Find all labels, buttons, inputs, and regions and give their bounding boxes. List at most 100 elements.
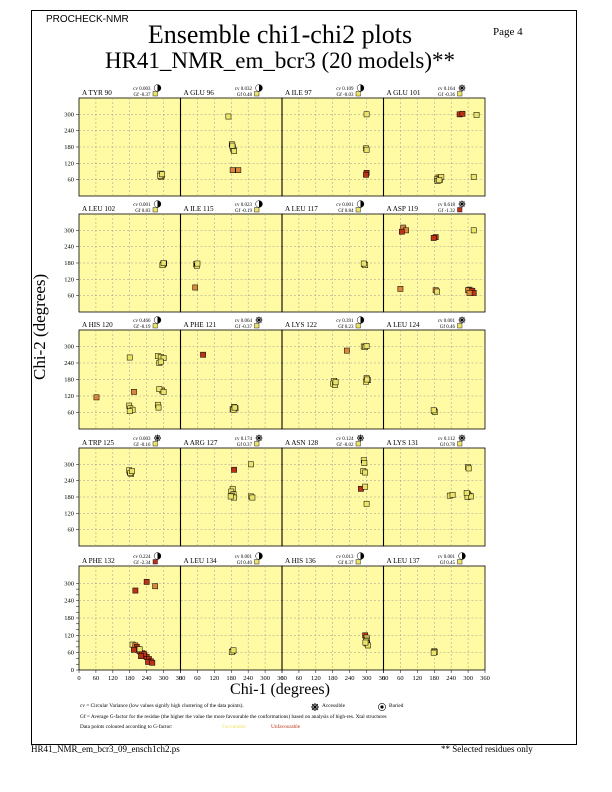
data-point <box>473 112 480 118</box>
circular-variance: cv 0.164 <box>438 87 456 92</box>
x-tick-label: 180 <box>328 675 338 682</box>
residue-label: A ASP 119 <box>387 205 419 213</box>
data-point <box>129 468 135 474</box>
y-tick-label: 300 <box>64 580 74 587</box>
residue-label: A LEU 134 <box>184 557 218 565</box>
g-factor: Gf -0.16 <box>134 443 151 448</box>
y-tick-label: 240 <box>64 360 74 367</box>
x-tick-label: 120 <box>311 675 321 682</box>
data-point <box>192 284 199 291</box>
x-tick-label: 300 <box>463 675 473 682</box>
data-point <box>136 646 143 653</box>
g-factor-swatch <box>152 207 158 213</box>
y-tick-label: 120 <box>64 276 74 283</box>
buried-icon <box>157 552 161 560</box>
circular-variance: cv 0.001 <box>235 555 253 560</box>
selected-note: ** Selected residues only <box>441 744 533 754</box>
y-tick-label: 300 <box>64 227 74 234</box>
residue-label: A TRP 125 <box>82 439 114 447</box>
data-point <box>235 167 242 173</box>
g-factor: Gf 0.48 <box>237 93 253 98</box>
g-factor: Gf -0.19 <box>134 325 151 330</box>
data-point <box>126 408 133 414</box>
g-factor-swatch <box>355 441 361 447</box>
g-factor: Gf 0.40 <box>237 561 253 566</box>
circular-variance: cv 0.003 <box>133 437 151 442</box>
data-point <box>225 113 232 120</box>
accessible-icon <box>154 434 161 442</box>
accessible-icon <box>255 434 263 442</box>
g-factor-swatch <box>355 559 361 565</box>
g-factor: Gf 0.37 <box>237 443 253 448</box>
data-point <box>470 227 477 234</box>
g-factor-swatch <box>152 441 158 447</box>
g-factor: Gf -0.37 <box>134 93 151 98</box>
data-point <box>430 235 437 241</box>
g-factor-swatch <box>457 559 463 565</box>
data-point <box>449 491 456 498</box>
data-point <box>466 290 473 296</box>
x-tick-label: 60 <box>93 675 100 682</box>
data-point <box>157 358 164 365</box>
circular-variance: cv 0.064 <box>235 319 253 324</box>
data-point <box>194 260 201 267</box>
circular-variance: cv 0.001 <box>438 555 456 560</box>
data-point <box>132 587 139 594</box>
residue-label: A LEU 124 <box>387 321 421 329</box>
data-point <box>138 653 144 659</box>
circular-variance: cv 0.618 <box>438 203 456 208</box>
g-factor-swatch <box>457 91 463 97</box>
buried-icon <box>462 552 466 560</box>
data-point <box>231 404 238 411</box>
buried-icon <box>360 84 364 92</box>
x-axis-label: Chi-1 (degrees) <box>230 681 330 698</box>
residue-label: A ILE 97 <box>285 89 312 97</box>
y-tick-label: 240 <box>64 128 74 135</box>
legend-unfavourable: Unfavourable <box>271 724 301 730</box>
residue-label: A HIS 120 <box>82 321 113 329</box>
data-point <box>248 461 254 468</box>
residue-label: A ARG 127 <box>184 439 218 447</box>
y-tick-label: 60 <box>68 293 75 300</box>
data-point <box>434 288 440 295</box>
g-factor: Gf 0.37 <box>338 561 354 566</box>
legend-accessible: Accessible <box>322 703 345 709</box>
y-tick-label: 60 <box>68 650 75 657</box>
circular-variance: cv 0.466 <box>133 319 151 324</box>
g-factor: Gf 0.78 <box>440 443 456 448</box>
buried-icon <box>157 316 161 324</box>
g-factor-swatch <box>254 441 260 447</box>
g-factor-swatch <box>152 91 158 97</box>
x-tick-label: 360 <box>277 675 287 682</box>
data-point <box>363 500 370 507</box>
residue-label: A PHE 121 <box>184 321 217 329</box>
g-factor: Gf -0.03 <box>337 93 354 98</box>
residue-label: A LEU 117 <box>285 205 318 213</box>
file-name: HR41_NMR_em_bcr3_09_ensch1ch2.ps <box>31 744 180 754</box>
circular-variance: cv 0.032 <box>235 87 253 92</box>
g-factor-swatch <box>254 559 260 565</box>
data-point <box>249 494 256 501</box>
g-factor: Gf 0.84 <box>338 209 354 214</box>
program-name: PROCHECK-NMR <box>46 14 129 25</box>
y-tick-label: 300 <box>64 111 74 118</box>
buried-legend-icon <box>378 703 386 711</box>
data-point <box>231 148 237 154</box>
x-tick-label: 0 <box>179 675 182 682</box>
data-point <box>160 389 167 395</box>
x-tick-label: 360 <box>379 675 389 682</box>
g-factor-swatch <box>457 441 463 447</box>
